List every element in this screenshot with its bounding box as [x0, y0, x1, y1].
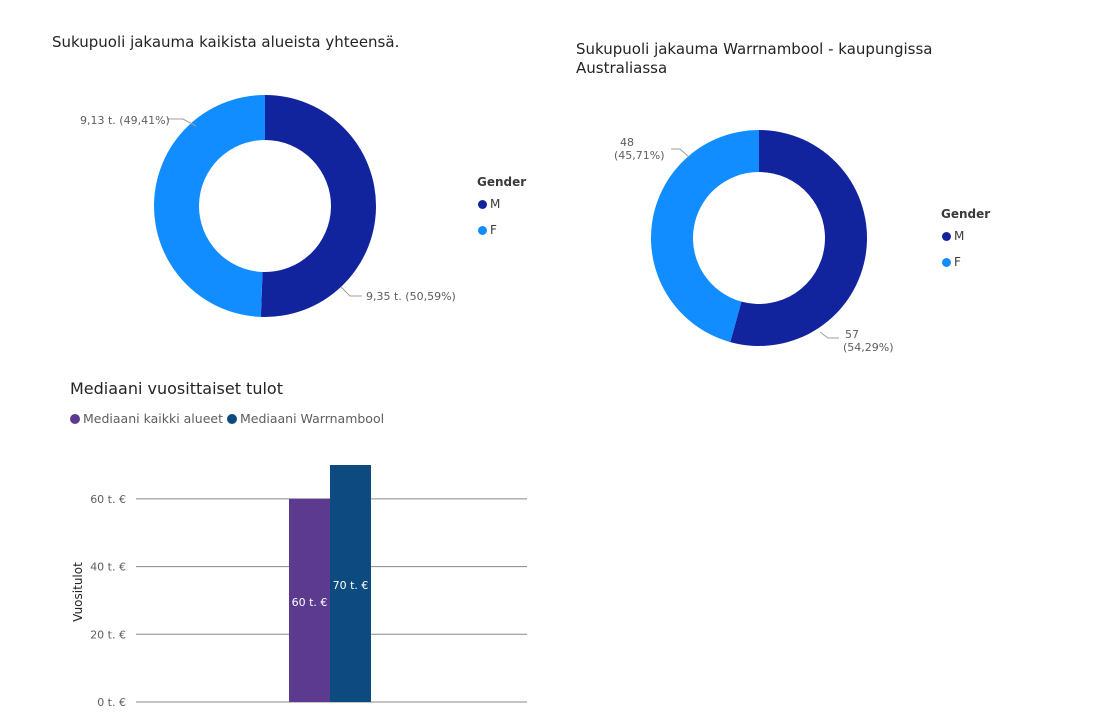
- donut1-slice-m[interactable]: [260, 95, 377, 318]
- donut2-label-f-value: 48: [620, 136, 634, 149]
- legend-label: F: [490, 223, 497, 237]
- donut2-chart: [651, 130, 867, 347]
- legend-dot-icon: [942, 257, 951, 267]
- bar-legend-series1[interactable]: Mediaani kaikki alueet: [70, 411, 223, 426]
- bar-legend-series2[interactable]: Mediaani Warrnambool: [226, 411, 385, 426]
- donut2-label-m-value: 57: [845, 328, 859, 341]
- donut1-leader-line: [340, 286, 362, 297]
- donut1-legend-m[interactable]: M: [478, 197, 500, 211]
- donut2-label-f: 48 (45,71%): [614, 136, 665, 162]
- donut2-legend-m[interactable]: M: [942, 229, 964, 243]
- donut2-leader-line: [819, 331, 839, 339]
- donut2-label-f-percent: (45,71%): [614, 149, 665, 162]
- legend-dot-icon: [478, 225, 487, 235]
- donut2-title: Sukupuoli jakauma Warrnambool - kaupungi…: [576, 40, 933, 77]
- donut2-slice-f[interactable]: [651, 130, 759, 343]
- donut1-label-m: 9,35 t. (50,59%): [366, 290, 456, 303]
- legend-dot-icon: [70, 413, 80, 424]
- donut2-legend-title: Gender: [941, 207, 991, 221]
- donut1-leader-line: [167, 118, 197, 127]
- legend-dot-icon: [942, 231, 951, 241]
- legend-label: F: [954, 255, 961, 269]
- donut1-title: Sukupuoli jakauma kaikista alueista yhte…: [52, 33, 400, 51]
- donut1-legend-f[interactable]: F: [478, 223, 497, 237]
- donut2-label-m-percent: (54,29%): [843, 341, 894, 354]
- legend-label: M: [490, 197, 501, 211]
- donut2-label-m: 57 (54,29%): [843, 328, 894, 354]
- donut1-legend-title: Gender: [477, 175, 527, 189]
- bar-2[interactable]: [330, 465, 371, 702]
- bar-chart: 0 t. € 20 t. € 40 t. € 60 t. € Vuositulot 60 …: [71, 465, 527, 709]
- y-tick-label: 0 t. €: [97, 696, 126, 709]
- y-tick-label: 60 t. €: [90, 493, 126, 506]
- donut2-legend-f[interactable]: F: [942, 255, 961, 269]
- y-tick-label: 40 t. €: [90, 561, 126, 574]
- bar-title: Mediaani vuosittaiset tulot: [70, 379, 283, 398]
- y-tick-label: 20 t. €: [90, 628, 126, 641]
- bar-value-label: 60 t. €: [292, 596, 328, 609]
- bar-1[interactable]: [289, 498, 330, 702]
- legend-label: Mediaani kaikki alueet: [83, 411, 223, 426]
- donut2-leader-line: [671, 148, 690, 158]
- legend-label: M: [954, 229, 965, 243]
- legend-dot-icon: [478, 199, 487, 209]
- donut2-slice-m[interactable]: [730, 130, 867, 347]
- legend-label: Mediaani Warrnambool: [239, 411, 385, 426]
- donut1-chart: [154, 95, 377, 318]
- y-axis-title: Vuositulot: [71, 562, 85, 622]
- donut1-label-f: 9,13 t. (49,41%): [80, 114, 170, 127]
- bar-legend: Mediaani kaikki alueet Mediaani Warrnamb…: [70, 411, 388, 426]
- legend-dot-icon: [226, 413, 237, 424]
- bar-value-label: 70 t. €: [333, 579, 369, 592]
- donut1-slice-f[interactable]: [154, 95, 265, 317]
